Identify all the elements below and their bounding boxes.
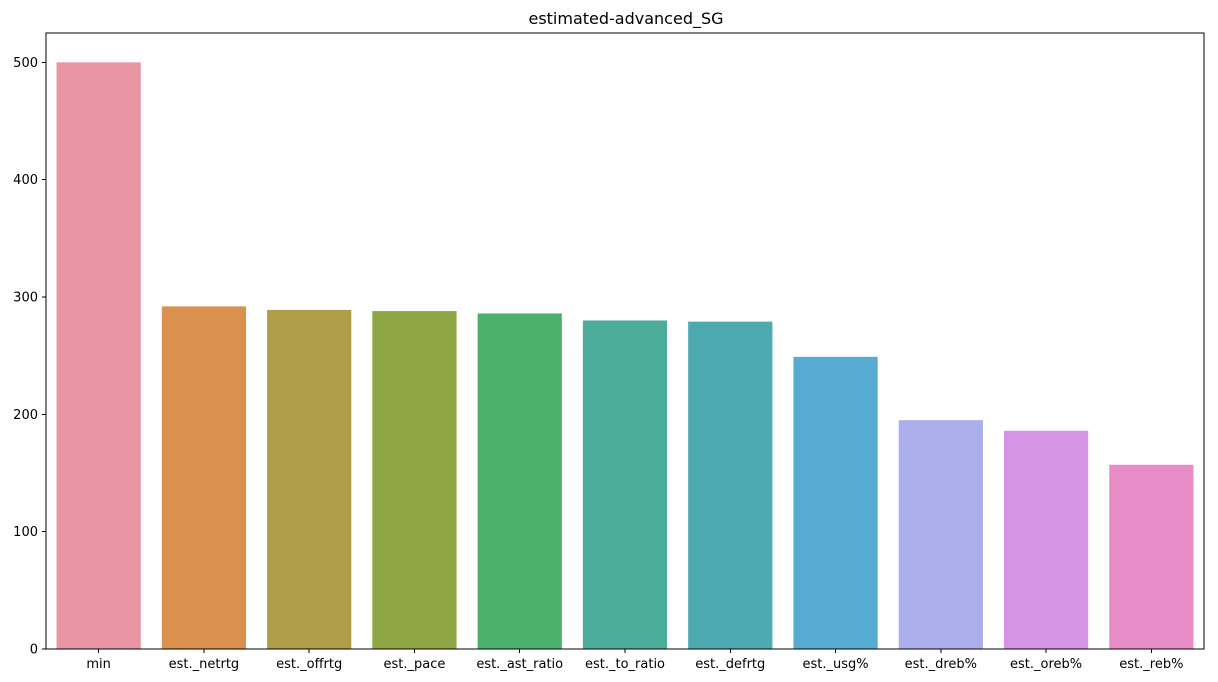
x-tick-label: min	[86, 657, 111, 672]
bar-est._ast_ratio	[477, 313, 562, 649]
x-tick-label: est._to_ratio	[585, 657, 665, 672]
x-tick-label: est._usg%	[802, 657, 868, 672]
bar-est._dreb%	[898, 420, 983, 649]
plot-frame	[45, 32, 1205, 650]
x-tick-label: est._ast_ratio	[476, 657, 563, 672]
bar-est._reb%	[1109, 464, 1194, 649]
x-tick-label: est._reb%	[1119, 657, 1183, 672]
bar-min	[56, 62, 141, 649]
y-tick-label: 200	[13, 408, 38, 423]
x-tick-label: est._netrtg	[169, 657, 240, 672]
x-axis: min est._netrtg est._offrtg est._pace est._a…	[86, 649, 1183, 672]
bar-est._to_ratio	[582, 320, 668, 649]
y-tick-label: 400	[13, 173, 38, 188]
bars-group	[56, 62, 1194, 649]
bar-est._pace	[372, 311, 457, 649]
x-tick-label: est._offrtg	[276, 657, 342, 672]
x-tick-label: est._pace	[384, 657, 446, 672]
x-tick-label: est._dreb%	[905, 657, 977, 672]
bar-est._defrtg	[688, 321, 773, 649]
bar-est._netrtg	[161, 306, 247, 649]
y-tick-label: 0	[30, 643, 38, 658]
y-tick-label: 100	[13, 525, 38, 540]
chart-title: estimated-advanced_SG	[528, 9, 723, 29]
y-axis: 0 100 200 300 400 500	[13, 56, 46, 658]
x-tick-label: est._oreb%	[1010, 657, 1082, 672]
plot-border	[45, 32, 1205, 650]
bar-est._offrtg	[267, 309, 352, 649]
bar-est._oreb%	[1003, 430, 1089, 649]
x-tick-label: est._defrtg	[695, 657, 765, 672]
y-tick-label: 500	[13, 56, 38, 71]
y-tick-label: 300	[13, 291, 38, 306]
bar-est._usg%	[793, 356, 878, 649]
